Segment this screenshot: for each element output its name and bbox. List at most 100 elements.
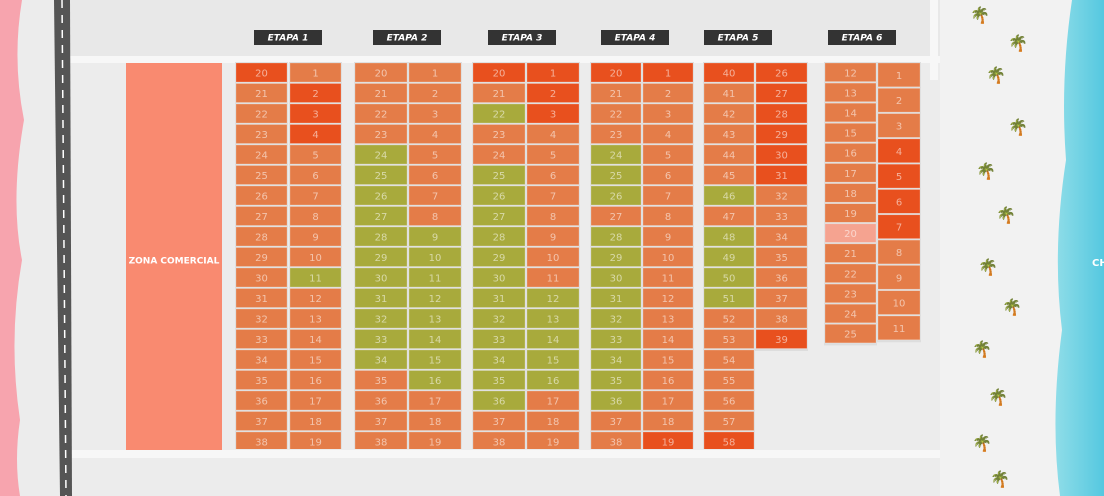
- lot[interactable]: [408, 288, 462, 308]
- lot[interactable]: [590, 165, 642, 185]
- lot[interactable]: [590, 83, 642, 103]
- lot[interactable]: [755, 329, 808, 349]
- lot[interactable]: [235, 349, 288, 370]
- lot[interactable]: [526, 62, 580, 83]
- lot[interactable]: [642, 370, 694, 390]
- lot[interactable]: [472, 247, 526, 267]
- lot[interactable]: [408, 62, 462, 83]
- lot[interactable]: [354, 267, 408, 288]
- lot[interactable]: [755, 288, 808, 308]
- lot[interactable]: [289, 165, 342, 185]
- lot[interactable]: [755, 165, 808, 185]
- lot[interactable]: [472, 349, 526, 370]
- lot[interactable]: [354, 329, 408, 349]
- lot[interactable]: [526, 247, 580, 267]
- lot[interactable]: [703, 185, 755, 206]
- lot[interactable]: [354, 226, 408, 247]
- lot[interactable]: [472, 308, 526, 329]
- lot[interactable]: [642, 308, 694, 329]
- lot[interactable]: [526, 329, 580, 349]
- lot[interactable]: [590, 144, 642, 165]
- lot[interactable]: [472, 288, 526, 308]
- lot[interactable]: [877, 265, 921, 290]
- lot[interactable]: [824, 62, 877, 82]
- lot[interactable]: [703, 308, 755, 329]
- lot[interactable]: [408, 329, 462, 349]
- lot[interactable]: [289, 185, 342, 206]
- lot[interactable]: [703, 103, 755, 124]
- lot[interactable]: [703, 349, 755, 370]
- lot[interactable]: [289, 390, 342, 411]
- lot[interactable]: [703, 390, 755, 411]
- lot[interactable]: [877, 214, 921, 239]
- lot[interactable]: [590, 411, 642, 431]
- lot[interactable]: [354, 103, 408, 124]
- lot[interactable]: [408, 124, 462, 144]
- lot[interactable]: [526, 431, 580, 451]
- lot[interactable]: [590, 390, 642, 411]
- lot[interactable]: [590, 226, 642, 247]
- lot[interactable]: [408, 226, 462, 247]
- lot[interactable]: [408, 165, 462, 185]
- lot[interactable]: [526, 370, 580, 390]
- lot[interactable]: [526, 165, 580, 185]
- lot[interactable]: [354, 411, 408, 431]
- lot[interactable]: [289, 329, 342, 349]
- lot[interactable]: [877, 62, 921, 88]
- lot[interactable]: [408, 390, 462, 411]
- lot[interactable]: [824, 163, 877, 183]
- lot[interactable]: [703, 83, 755, 103]
- lot[interactable]: [755, 144, 808, 165]
- lot[interactable]: [526, 308, 580, 329]
- lot[interactable]: [526, 124, 580, 144]
- lot[interactable]: [472, 62, 526, 83]
- lot[interactable]: [408, 267, 462, 288]
- lot[interactable]: [642, 226, 694, 247]
- lot[interactable]: [472, 206, 526, 226]
- lot[interactable]: [642, 349, 694, 370]
- lot[interactable]: [289, 144, 342, 165]
- lot[interactable]: [877, 163, 921, 189]
- lot[interactable]: [235, 411, 288, 431]
- lot[interactable]: [354, 165, 408, 185]
- lot[interactable]: [703, 431, 755, 451]
- lot[interactable]: [526, 349, 580, 370]
- lot[interactable]: [408, 349, 462, 370]
- lot[interactable]: [824, 263, 877, 283]
- lot[interactable]: [755, 62, 808, 83]
- lot[interactable]: [354, 431, 408, 451]
- lot[interactable]: [526, 226, 580, 247]
- lot[interactable]: [526, 103, 580, 124]
- lot[interactable]: [235, 308, 288, 329]
- lot[interactable]: [354, 124, 408, 144]
- lot[interactable]: [472, 185, 526, 206]
- lot[interactable]: [824, 143, 877, 163]
- lot[interactable]: [235, 206, 288, 226]
- lot[interactable]: [289, 411, 342, 431]
- lot[interactable]: [824, 323, 877, 344]
- lot[interactable]: [289, 83, 342, 103]
- lot[interactable]: [354, 206, 408, 226]
- lot[interactable]: [354, 144, 408, 165]
- lot[interactable]: [703, 124, 755, 144]
- lot[interactable]: [472, 370, 526, 390]
- lot[interactable]: [526, 185, 580, 206]
- lot[interactable]: [590, 370, 642, 390]
- lot[interactable]: [642, 124, 694, 144]
- lot[interactable]: [877, 138, 921, 163]
- lot[interactable]: [526, 83, 580, 103]
- lot[interactable]: [590, 431, 642, 451]
- lot[interactable]: [235, 288, 288, 308]
- lot[interactable]: [755, 206, 808, 226]
- commercial-zone[interactable]: [126, 63, 222, 450]
- lot[interactable]: [472, 144, 526, 165]
- lot[interactable]: [235, 83, 288, 103]
- lot[interactable]: [703, 144, 755, 165]
- lot[interactable]: [590, 308, 642, 329]
- lot[interactable]: [472, 411, 526, 431]
- lot[interactable]: [235, 185, 288, 206]
- lot[interactable]: [289, 247, 342, 267]
- lot[interactable]: [755, 267, 808, 288]
- lot[interactable]: [877, 315, 921, 341]
- lot[interactable]: [289, 62, 342, 83]
